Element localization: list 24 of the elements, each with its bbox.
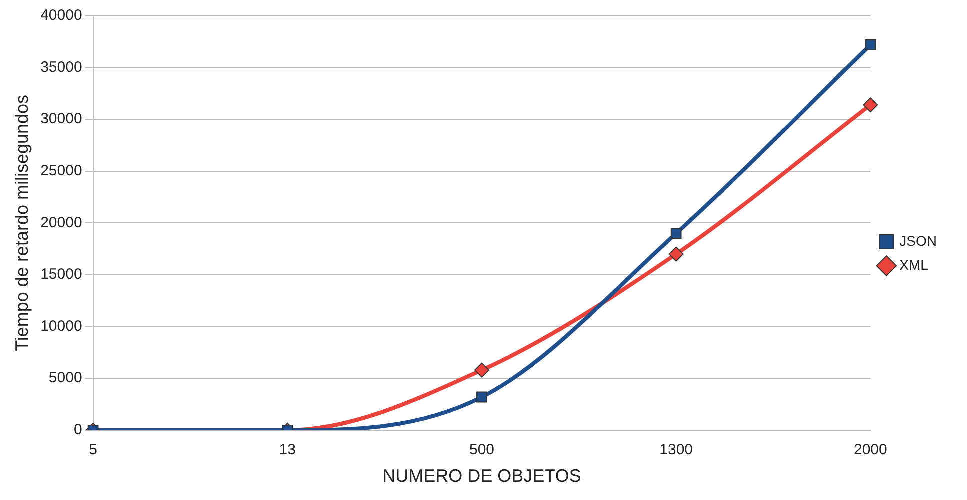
x-tick-label: 5 [89, 442, 98, 459]
point [476, 392, 488, 403]
point [865, 40, 876, 50]
y-tick-label: 5000 [48, 370, 82, 387]
y-tick-label: 15000 [40, 266, 82, 284]
point [670, 228, 682, 240]
x-axis-title: NUMERO DE OBJETOS [382, 466, 582, 486]
x-tick-label: 2000 [854, 442, 888, 459]
y-tick-label: 30000 [40, 110, 82, 128]
y-tick-label: 25000 [40, 162, 82, 180]
point [863, 98, 878, 113]
point [474, 362, 490, 378]
point [668, 246, 684, 262]
y-axis-title: Tiempo de retardo milisegundos [12, 94, 32, 352]
legend-label: JSON [900, 232, 938, 249]
y-tick-label: 10000 [40, 318, 82, 335]
legend-label: XML [900, 256, 929, 273]
x-tick-label: 13 [279, 442, 296, 459]
y-tick-label: 20000 [40, 214, 82, 232]
x-tick-label: 500 [469, 442, 494, 459]
x-tick-label: 1300 [660, 442, 694, 459]
y-tick-label: 40000 [40, 7, 82, 24]
y-tick-label: 35000 [40, 58, 82, 76]
y-tick-label: 0 [74, 422, 82, 439]
